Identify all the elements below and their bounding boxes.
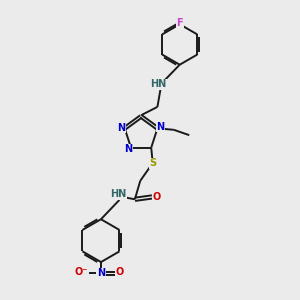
Text: HN: HN	[110, 189, 126, 199]
Text: N: N	[124, 144, 132, 154]
Text: F: F	[176, 18, 183, 28]
Text: HN: HN	[150, 79, 166, 89]
Text: N: N	[156, 122, 164, 132]
Text: N: N	[117, 123, 125, 133]
Text: S: S	[150, 158, 157, 168]
Text: O: O	[152, 192, 160, 202]
Text: O⁻: O⁻	[75, 267, 88, 277]
Text: N: N	[97, 268, 105, 278]
Text: O: O	[116, 267, 124, 277]
